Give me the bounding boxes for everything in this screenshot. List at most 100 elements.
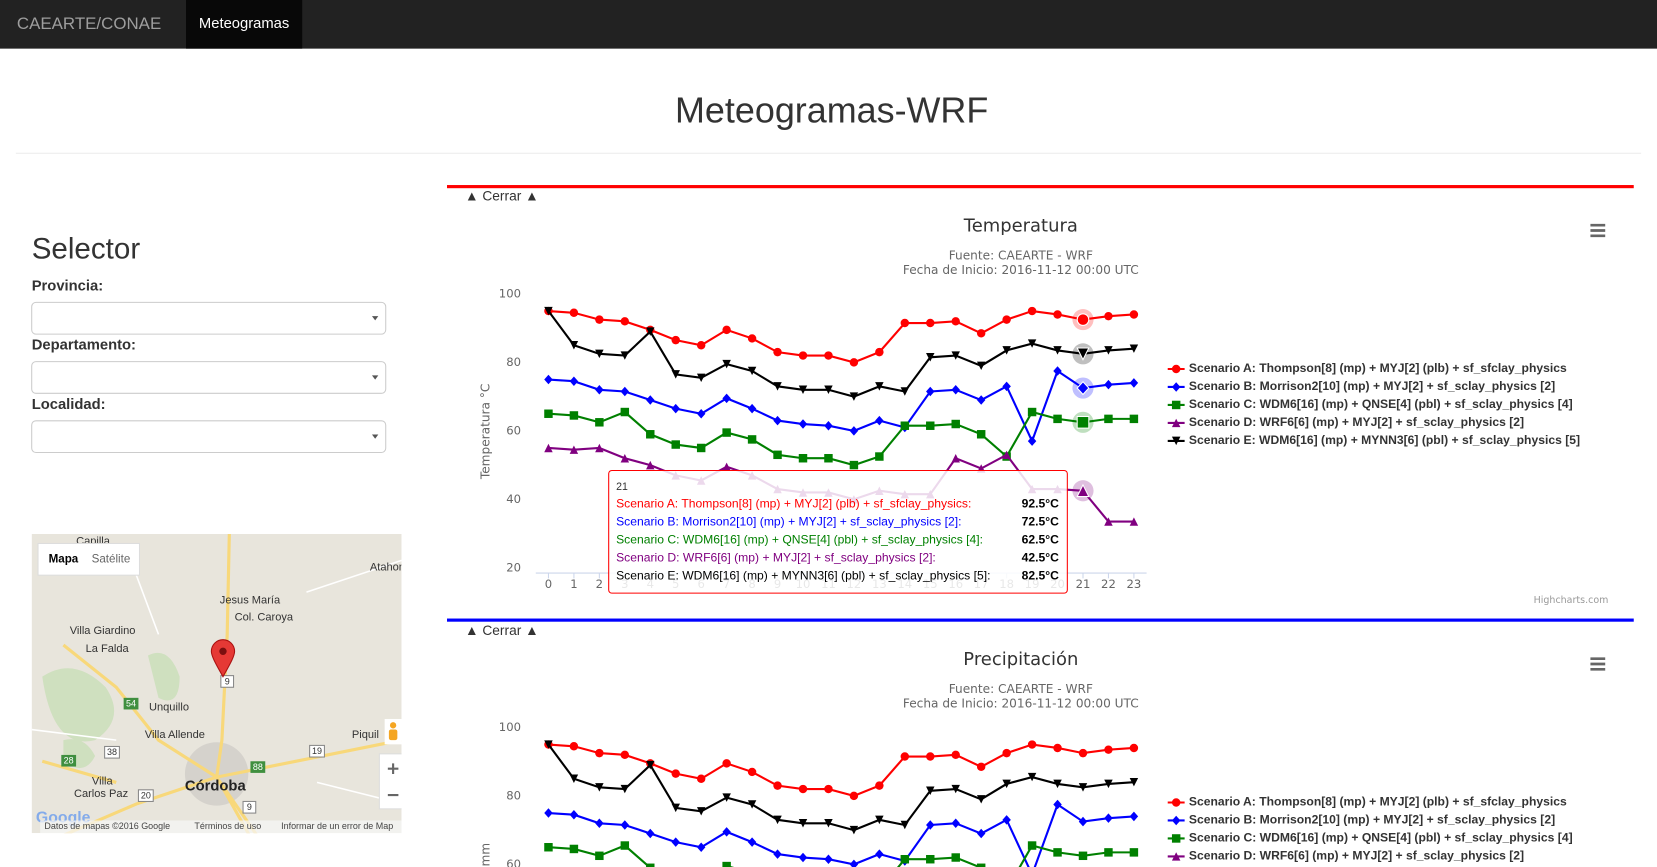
- legend-item[interactable]: Scenario B: Morrison2[10] (mp) + MYJ[2] …: [1167, 813, 1555, 827]
- tooltip-value: 82.5°C: [1022, 568, 1059, 582]
- marker: [1053, 848, 1062, 857]
- road-number: 88: [253, 762, 263, 772]
- legend-label: Scenario D: WRF6[6] (mp) + MYJ[2] + sf_s…: [1189, 415, 1524, 429]
- page-title: Meteogramas-WRF: [675, 90, 988, 131]
- marker: [875, 781, 884, 790]
- marker: [1104, 745, 1113, 754]
- marker: [544, 443, 553, 453]
- marker: [595, 418, 604, 427]
- legend-symbol: [1171, 815, 1181, 826]
- marker: [595, 851, 604, 861]
- legend-label: Scenario D: WRF6[6] (mp) + MYJ[2] + sf_s…: [1189, 849, 1524, 863]
- marker: [722, 393, 731, 404]
- marker: [1078, 816, 1088, 827]
- marker: [696, 443, 706, 453]
- zoom-in[interactable]: [387, 763, 399, 774]
- marker: [1129, 848, 1139, 857]
- marker: [1027, 436, 1037, 446]
- field-label: Provincia:: [32, 278, 103, 294]
- marker: [696, 373, 706, 383]
- marker: [544, 808, 553, 818]
- legend-label: Scenario B: Morrison2[10] (mp) + MYJ[2] …: [1189, 813, 1555, 827]
- map-footer[interactable]: Informar de un error de Map: [281, 821, 393, 831]
- marker: [1027, 772, 1037, 782]
- map-label: Jesus María: [220, 594, 281, 606]
- legend-item[interactable]: Scenario B: Morrison2[10] (mp) + MYJ[2] …: [1167, 379, 1555, 393]
- map-label: Col. Caroya: [235, 611, 294, 623]
- legend-item[interactable]: Scenario C: WDM6[16] (mp) + QNSE[4] (pbl…: [1167, 397, 1573, 411]
- brand[interactable]: CAEARTE/CONAE: [17, 14, 161, 33]
- marker: [976, 430, 986, 439]
- marker: [595, 443, 604, 453]
- pegman-body: [388, 729, 398, 741]
- export-menu[interactable]: [1590, 657, 1606, 671]
- legend-item[interactable]: Scenario C: WDM6[16] (mp) + QNSE[4] (pbl…: [1167, 831, 1573, 845]
- marker: [773, 849, 782, 859]
- marker: [569, 411, 579, 420]
- marker: [722, 325, 731, 335]
- marker: [1129, 777, 1139, 787]
- legend-item[interactable]: Scenario E: WDM6[16] (mp) + MYNN3[6] (pb…: [1167, 433, 1580, 447]
- marker: [798, 819, 808, 828]
- marker: [722, 759, 731, 768]
- marker: [773, 815, 782, 825]
- select-box[interactable]: [31, 420, 387, 454]
- legend-item[interactable]: Scenario A: Thompson[8] (mp) + MYJ[2] (p…: [1167, 361, 1567, 375]
- legend-item[interactable]: Scenario A: Thompson[8] (mp) + MYJ[2] (p…: [1167, 795, 1567, 809]
- marker: [696, 408, 706, 419]
- tooltip-header: 21: [616, 481, 628, 493]
- marker: [1002, 315, 1011, 324]
- legend-item[interactable]: Scenario D: WRF6[6] (mp) + MYJ[2] + sf_s…: [1167, 849, 1524, 863]
- marker: [671, 440, 680, 449]
- map-tab[interactable]: Mapa: [49, 552, 79, 565]
- x-tick-label: 0: [545, 577, 552, 591]
- marker: [1053, 310, 1062, 319]
- x-tick-label: 1: [570, 577, 577, 591]
- nav-active: [185, 0, 303, 49]
- hover-marker: [1076, 347, 1090, 361]
- credits[interactable]: Highcharts.com: [1534, 595, 1609, 606]
- hover-marker: [1076, 415, 1090, 429]
- panel-toggle[interactable]: ▲ Cerrar ▲: [465, 188, 539, 203]
- marker: [722, 428, 731, 437]
- marker: [849, 358, 859, 367]
- map-footer[interactable]: Términos de uso: [194, 821, 261, 831]
- marker: [926, 318, 935, 328]
- series-line: [548, 309, 1134, 364]
- tooltip-value: 72.5°C: [1022, 515, 1059, 529]
- panel-toggle[interactable]: ▲ Cerrar ▲: [465, 623, 539, 638]
- marker: [849, 392, 859, 401]
- marker: [951, 853, 960, 862]
- map-pin[interactable]: [210, 639, 236, 678]
- road-number: 9: [225, 676, 230, 686]
- marker: [849, 791, 859, 801]
- marker: [671, 370, 680, 379]
- y-tick-label: 60: [506, 857, 521, 867]
- x-tick-label: 22: [1101, 577, 1116, 591]
- marker: [773, 415, 782, 426]
- chart-title: Precipitación: [963, 649, 1078, 670]
- export-menu[interactable]: [1590, 223, 1606, 238]
- marker: [620, 784, 630, 794]
- marker: [926, 421, 935, 430]
- marker: [747, 800, 757, 809]
- marker: [1104, 848, 1113, 857]
- marker: [646, 430, 655, 439]
- marker: [646, 395, 655, 405]
- marker: [824, 819, 833, 828]
- pegman[interactable]: [389, 722, 397, 729]
- legend-item[interactable]: Scenario D: WRF6[6] (mp) + MYJ[2] + sf_s…: [1167, 415, 1524, 429]
- marker: [1002, 748, 1011, 758]
- marker: [951, 419, 960, 429]
- nav-item[interactable]: Meteogramas: [199, 16, 289, 32]
- select-box[interactable]: [31, 301, 387, 335]
- marker: [696, 341, 706, 350]
- select-box[interactable]: [31, 361, 387, 394]
- map-tab[interactable]: Satélite: [92, 552, 131, 565]
- marker: [620, 407, 630, 417]
- road-badge: [61, 754, 77, 767]
- map-tabs: [37, 542, 141, 576]
- marker: [900, 318, 910, 328]
- marker: [798, 784, 808, 794]
- map[interactable]: Capilla Atahon Jesus María Col. Caroya V…: [31, 533, 407, 846]
